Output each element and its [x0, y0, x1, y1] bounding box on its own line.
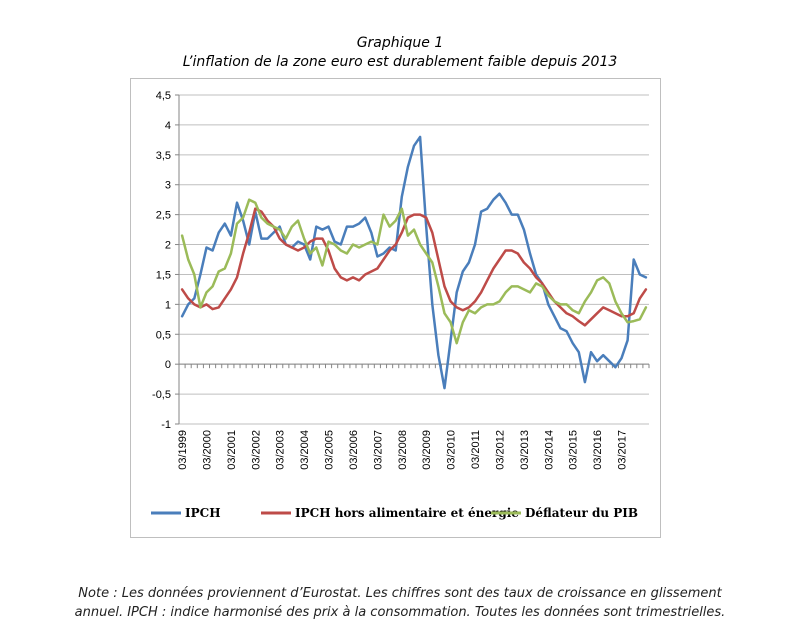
series-line-3 — [180, 198, 648, 345]
x-tick-label: 03/2007 — [372, 430, 384, 470]
y-tick-label: 2,5 — [156, 210, 171, 222]
y-tick-label: 3,5 — [156, 150, 171, 162]
x-tick-label: 03/2002 — [250, 430, 262, 470]
x-tick-label: 03/2010 — [446, 430, 458, 470]
x-tick-label: 03/2017 — [617, 430, 629, 470]
x-tick-label: 03/2013 — [519, 430, 531, 470]
x-tick-label: 03/2012 — [494, 430, 506, 470]
note-line-1: Note : Les données proviennent d’Eurosta… — [78, 586, 722, 601]
y-tick-label: 1 — [165, 299, 171, 311]
source-note: Note : Les données proviennent d’Eurosta… — [0, 584, 800, 622]
series-line-2 — [180, 207, 648, 327]
chart-title-block: Graphique 1 L’inflation de la zone euro … — [0, 34, 800, 72]
y-tick-label: 0,5 — [156, 329, 171, 341]
axes: 4,5 4 3,5 3 2,5 2 1,5 1 0,5 0 -0,5 -1 03/1999 03/2000… — [152, 90, 650, 470]
x-tick-label: 03/2008 — [397, 430, 409, 470]
legend: IPCH IPCH hors alimentaire et énergie Défl… — [151, 506, 638, 520]
series-line-1 — [180, 135, 648, 390]
x-tick-label: 03/2011 — [470, 430, 482, 469]
note-line-2: annuel. IPCH : indice harmonisé des prix… — [74, 605, 726, 620]
y-tick-label: -1 — [161, 419, 171, 431]
x-tick-label: 03/2016 — [592, 430, 604, 470]
x-tick-label: 03/2004 — [299, 430, 311, 470]
y-tick-label: 0 — [165, 359, 171, 371]
x-tick-label: 03/2000 — [201, 430, 213, 470]
x-tick-label: 03/2014 — [543, 430, 555, 470]
x-tick-label: 03/2009 — [421, 430, 433, 470]
x-tick-label: 03/1999 — [177, 430, 189, 470]
chart-frame: 4,5 4 3,5 3 2,5 2 1,5 1 0,5 0 -0,5 -1 03/1999 03/2000… — [130, 78, 661, 538]
series-lines — [180, 135, 648, 390]
y-tick-label: 3 — [165, 180, 171, 192]
chart-title: L’inflation de la zone euro est durablem… — [182, 54, 618, 70]
chart-number: Graphique 1 — [356, 35, 444, 51]
y-tick-label: -0,5 — [152, 389, 171, 401]
legend-label-3: Déflateur du PIB — [525, 506, 638, 520]
x-tick-label: 03/2006 — [348, 430, 360, 470]
y-tick-label: 2 — [165, 240, 171, 252]
y-tick-label: 4 — [165, 120, 171, 132]
legend-label-1: IPCH — [185, 506, 221, 520]
x-tick-label: 03/2005 — [324, 430, 336, 470]
x-tick-label: 03/2003 — [275, 430, 287, 470]
y-tick-label: 1,5 — [156, 269, 171, 281]
x-tick-label: 03/2001 — [226, 430, 238, 470]
legend-label-2: IPCH hors alimentaire et énergie — [295, 506, 519, 520]
x-tick-label: 03/2015 — [568, 430, 580, 470]
line-chart: 4,5 4 3,5 3 2,5 2 1,5 1 0,5 0 -0,5 -1 03/1999 03/2000… — [151, 90, 650, 520]
y-tick-label: 4,5 — [156, 90, 171, 102]
